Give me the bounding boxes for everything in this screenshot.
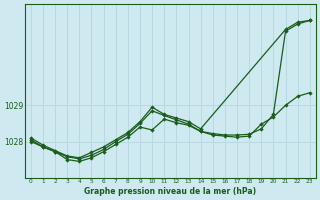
- X-axis label: Graphe pression niveau de la mer (hPa): Graphe pression niveau de la mer (hPa): [84, 187, 256, 196]
